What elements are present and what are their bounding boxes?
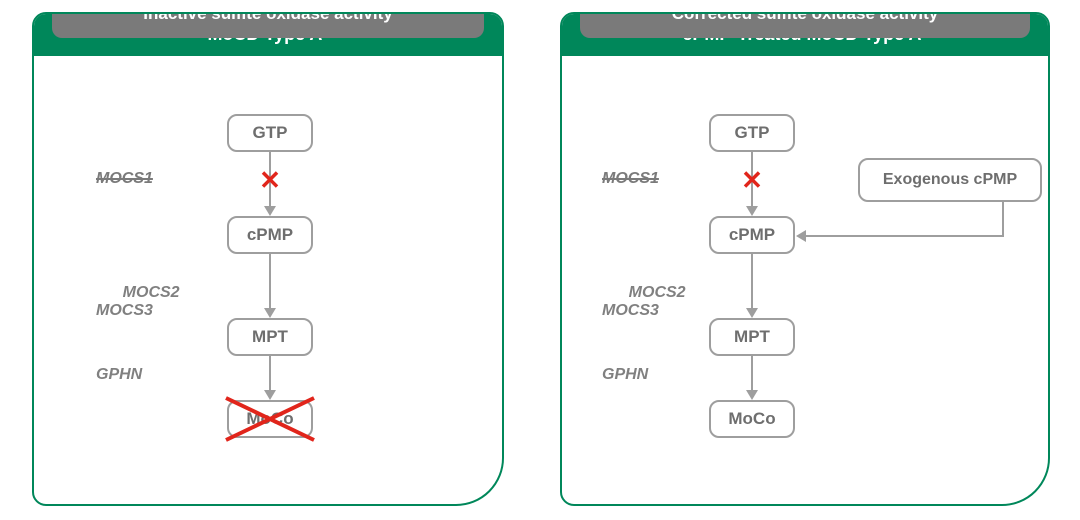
arrow-2-line-r (751, 254, 753, 308)
node-cpmp: cPMP (227, 216, 313, 254)
panel-left: MoCD Type A4 GTP cPMP MPT MoCo ✕ (32, 12, 504, 506)
arrow-3-line-r (751, 356, 753, 390)
panel-left-footer-label: Inactive sulfite oxidase activity (143, 12, 392, 23)
node-cpmp-r-label: cPMP (729, 225, 775, 245)
arrow-1-head (264, 206, 276, 216)
gene-mocs1-r: MOCS1 (602, 170, 659, 188)
arrow-3-head-r (746, 390, 758, 400)
arrow-2-head-r (746, 308, 758, 318)
callout-exogenous-cpmp: Exogenous cPMP (858, 158, 1042, 202)
gene-mocs23-r: MOCS2 MOCS3 (602, 266, 686, 338)
node-mpt: MPT (227, 318, 313, 356)
panel-right-footer-label: Corrected sulfite oxidase activity (672, 12, 938, 23)
arrow-3-line (269, 356, 271, 390)
arrow-1-head-r (746, 206, 758, 216)
gene-mocs23-r-label: MOCS2 MOCS3 (602, 284, 686, 319)
gene-gphn: GPHN (96, 366, 142, 384)
connector-drop (1002, 202, 1004, 236)
gene-gphn-r-label: GPHN (602, 366, 648, 383)
connector-arrowhead-icon (796, 230, 806, 242)
callout-label: Exogenous cPMP (883, 171, 1017, 189)
moco-cross-icon (220, 392, 320, 446)
node-gtp: GTP (227, 114, 313, 152)
node-gtp-r: GTP (709, 114, 795, 152)
panel-right: cPMP-Treated MoCD Type A4 GTP cPMP MPT M… (560, 12, 1050, 506)
gene-gphn-r: GPHN (602, 366, 648, 384)
panel-right-footer: Corrected sulfite oxidase activity (580, 12, 1030, 38)
node-cpmp-r: cPMP (709, 216, 795, 254)
node-gtp-label: GTP (253, 123, 288, 143)
gene-mocs23-label: MOCS2 MOCS3 (96, 284, 180, 319)
connector-horiz (806, 235, 1004, 237)
node-mpt-r: MPT (709, 318, 795, 356)
node-cpmp-label: cPMP (247, 225, 293, 245)
blocked-x-icon-r: ✕ (741, 167, 763, 193)
blocked-x-icon: ✕ (259, 167, 281, 193)
arrow-2-head (264, 308, 276, 318)
gene-gphn-label: GPHN (96, 366, 142, 383)
node-moco-r-label: MoCo (728, 409, 775, 429)
gene-mocs1-r-label: MOCS1 (602, 170, 659, 187)
gene-mocs23: MOCS2 MOCS3 (96, 266, 180, 338)
node-moco-r: MoCo (709, 400, 795, 438)
node-gtp-r-label: GTP (735, 123, 770, 143)
gene-mocs1-label: MOCS1 (96, 170, 153, 187)
panel-left-footer: Inactive sulfite oxidase activity (52, 12, 484, 38)
node-mpt-r-label: MPT (734, 327, 770, 347)
node-mpt-label: MPT (252, 327, 288, 347)
gene-mocs1: MOCS1 (96, 170, 153, 188)
arrow-2-line (269, 254, 271, 308)
